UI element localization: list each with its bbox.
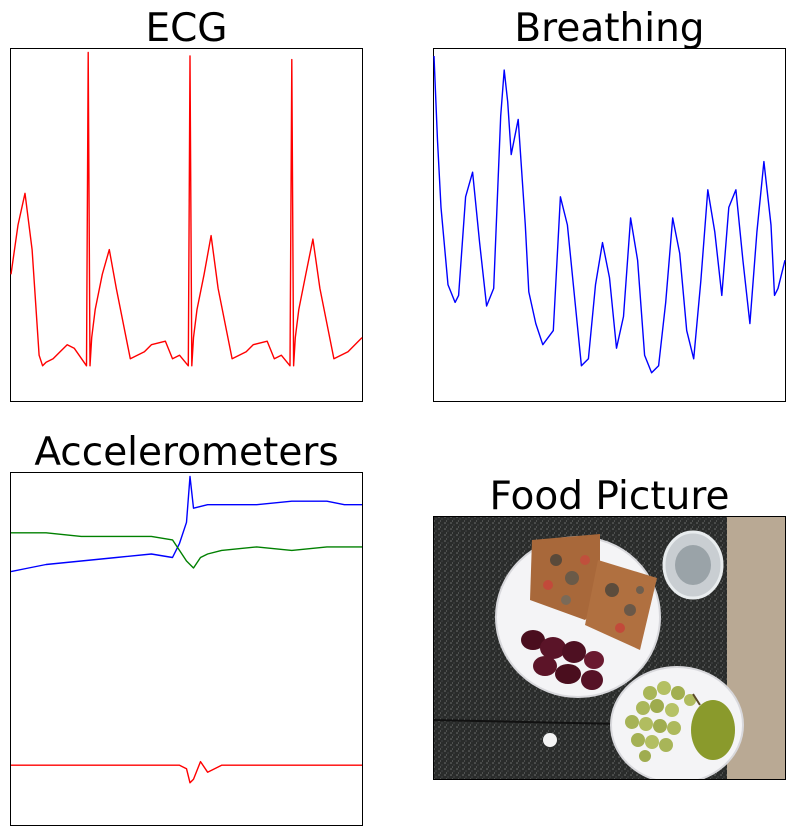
pizza-slices <box>530 534 657 650</box>
breathing-title: Breathing <box>514 6 705 51</box>
accelerometers-title: Accelerometers <box>34 430 339 475</box>
sliced-beets <box>521 630 604 690</box>
pizza-slice-right <box>585 560 657 650</box>
food-picture-frame <box>433 516 786 780</box>
ecg-plot <box>10 51 363 367</box>
breathing-frame <box>433 48 786 402</box>
food-picture <box>433 516 786 780</box>
breathing-plot <box>433 55 786 374</box>
accel-y-line <box>11 532 362 569</box>
pizza-slice-left <box>530 534 600 620</box>
pear <box>691 693 735 760</box>
counter-seam <box>433 719 621 725</box>
glass-of-water <box>662 530 724 600</box>
ecg-signal-line <box>10 51 363 367</box>
green-grapes <box>625 681 696 762</box>
accelerometers-plot <box>10 475 362 784</box>
accelerometers-frame <box>10 472 363 826</box>
white-dot <box>543 733 557 747</box>
breathing-signal-line <box>433 55 786 374</box>
food-picture-title: Food Picture <box>489 474 730 519</box>
accel-z-line <box>11 760 362 784</box>
ecg-axes <box>10 48 363 402</box>
accel-x-line <box>10 475 362 573</box>
accelerometers-axes <box>10 472 363 826</box>
breathing-axes <box>433 48 786 402</box>
ecg-title: ECG <box>145 6 228 51</box>
ecg-frame <box>10 48 363 402</box>
